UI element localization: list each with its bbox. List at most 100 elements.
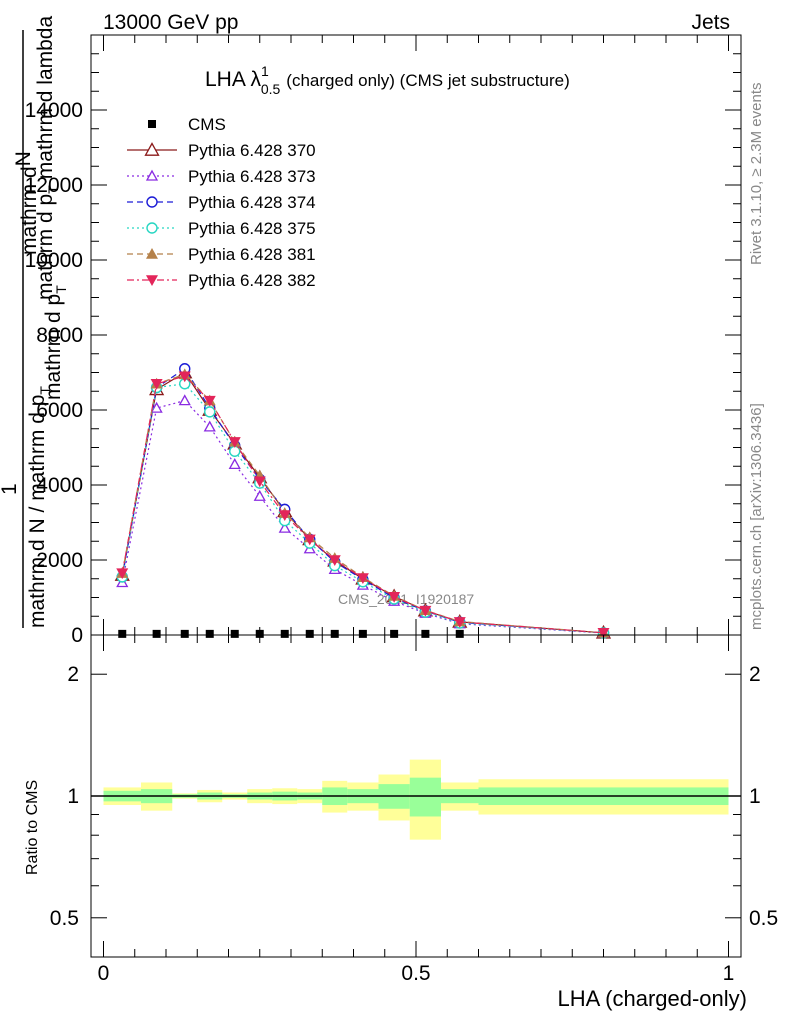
- series-point: [356, 573, 369, 584]
- main-ylabel: mathrm dN mathrm d pTmathrm d lambda 1 m…: [0, 16, 69, 628]
- ratio-ylabel: Ratio to CMS: [24, 780, 41, 875]
- main-ytick-label: 14000: [25, 99, 83, 122]
- chart-title: LHA λ1 0.5 (charged only) (CMS jet substru…: [205, 63, 570, 97]
- cms-point: [421, 629, 430, 638]
- series-point: [328, 555, 341, 566]
- main-ytick-label: 6000: [36, 399, 83, 422]
- legend-entry: Pythia 6.428 382: [127, 271, 316, 290]
- svg-text:mathrm d N / mathrm d pT: mathrm d N / mathrm d pT: [26, 386, 53, 628]
- legend-label: Pythia 6.428 375: [188, 219, 316, 238]
- svg-text:mathrm d pT: mathrm d pT: [42, 285, 69, 400]
- main-ytick-label: 0: [71, 624, 83, 647]
- x-tick-label: 0.5: [401, 962, 430, 985]
- main-ytick-label: 12000: [25, 174, 83, 197]
- cms-point: [152, 629, 161, 638]
- legend-label: Pythia 6.428 373: [188, 167, 316, 186]
- header-right: Jets: [691, 11, 730, 34]
- ratio-ticks: [91, 634, 741, 958]
- series-point: [150, 401, 163, 413]
- x-tick-label: 0: [98, 962, 110, 985]
- title-sup: 1: [261, 63, 269, 79]
- rivet-label: Rivet 3.1.10, ≥ 2.3M events: [748, 83, 765, 266]
- main-ytick-label: 10000: [25, 249, 83, 272]
- legend-marker: [146, 275, 158, 286]
- main-ytick-label: 8000: [36, 324, 83, 347]
- series-line: [121, 399, 604, 634]
- ratio-ytick-label: 2: [67, 663, 79, 686]
- cms-point: [180, 629, 189, 638]
- legend-label: CMS: [188, 115, 226, 134]
- legend-entry: Pythia 6.428 370: [127, 141, 316, 160]
- cms-point: [455, 629, 464, 638]
- main-ytick-label: 4000: [36, 474, 83, 497]
- series-6: [116, 371, 610, 639]
- series-point: [253, 476, 266, 488]
- series-point: [278, 510, 291, 521]
- cms-point: [205, 629, 214, 638]
- header-left: 13000 GeV pp: [103, 11, 238, 34]
- series-point: [228, 458, 241, 470]
- ratio-ytick-labels: 0.5 0.5 1 1 2 2: [50, 663, 778, 930]
- legend-label: Pythia 6.428 381: [188, 245, 316, 264]
- svg-text:LHA λ10.5(charged only) (CMS j: LHA λ1 0.5 (charged only) (CMS jet substru…: [205, 63, 570, 97]
- legend-marker: [146, 248, 158, 259]
- series-point: [453, 617, 466, 628]
- ratio-ytick-label-right: 0.5: [749, 907, 778, 930]
- legend-entry: CMS: [148, 115, 226, 134]
- ylabel-bottom-a: mathrm d N / mathrm d p: [26, 395, 49, 628]
- ylabel-bottom-d: T: [53, 285, 69, 294]
- legend-label: Pythia 6.428 382: [188, 271, 316, 290]
- ratio-ytick-label-right: 1: [749, 785, 761, 808]
- legend-label: Pythia 6.428 370: [188, 141, 316, 160]
- x-tick-labels: 0 0.5 1: [98, 962, 735, 985]
- series-point: [203, 395, 216, 407]
- cms-point: [280, 629, 289, 638]
- series-point: [150, 378, 163, 390]
- ylabel-top-e: mathrm d lambda: [34, 16, 57, 180]
- cms-point: [330, 629, 339, 638]
- main-ytick-labels: 0 2000 4000 6000 8000 10000 12000 14000: [25, 99, 83, 647]
- ratio-ytick-label: 1: [67, 785, 79, 808]
- legend-marker: [145, 169, 159, 181]
- cms-point: [118, 629, 127, 638]
- legend-entry: Pythia 6.428 374: [127, 193, 316, 212]
- ylabel-top-c: mathrm d p: [34, 194, 57, 300]
- cms-point: [305, 629, 314, 638]
- series-point: [204, 406, 216, 418]
- legend-marker: [148, 120, 156, 128]
- series-line: [121, 375, 604, 634]
- ylabel-one: 1: [0, 483, 21, 495]
- svg-text:mathrm d pTmathrm d lambda: mathrm d pTmathrm d lambda: [34, 16, 61, 300]
- legend-label: Pythia 6.428 374: [188, 193, 316, 212]
- cms-point: [358, 629, 367, 638]
- title-main: LHA λ: [205, 68, 262, 91]
- legend-entry: Pythia 6.428 381: [127, 245, 316, 264]
- ylabel-top-d: T: [45, 185, 61, 194]
- legend-marker: [146, 196, 158, 208]
- x-axis-label: LHA (charged-only): [557, 986, 747, 1011]
- cms-point: [230, 629, 239, 638]
- ratio-ytick-label: 0.5: [50, 907, 79, 930]
- ratio-ytick-label-right: 2: [749, 663, 761, 686]
- series-point: [419, 605, 432, 617]
- watermark: CMS_2021_I1920187: [338, 591, 474, 607]
- legend-marker: [146, 222, 158, 234]
- cms-points: [118, 629, 464, 638]
- series-point: [178, 394, 191, 406]
- series-point: [178, 371, 191, 383]
- ratio-bands: [103, 759, 729, 840]
- legend: CMS Pythia 6.428 370 Pythia 6.428 373 Pythi…: [127, 115, 316, 290]
- mcplots-label: mcplots.cern.ch [arXiv:1306.3436]: [748, 403, 765, 630]
- ylabel-bottom-b: T: [37, 386, 53, 395]
- series-point: [597, 627, 610, 639]
- series-point: [228, 437, 241, 448]
- series-line: [121, 367, 604, 634]
- series-point: [303, 534, 316, 546]
- series-point: [388, 591, 401, 603]
- cms-point: [255, 629, 264, 638]
- ratio-band-green: [409, 777, 441, 817]
- series-point: [116, 568, 129, 580]
- title-rest: (charged only) (CMS jet substructure): [286, 71, 569, 90]
- cms-point: [390, 629, 399, 638]
